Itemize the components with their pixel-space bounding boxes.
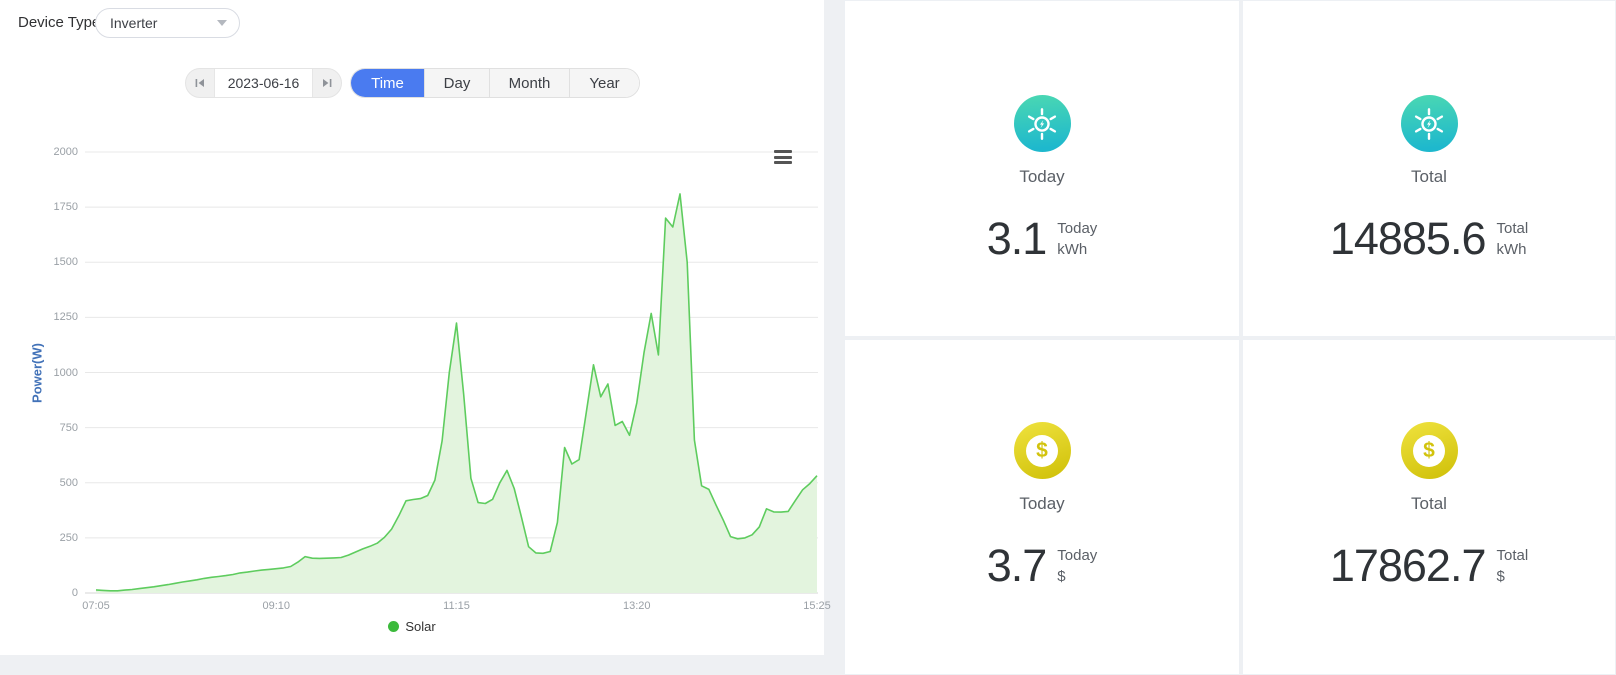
x-tick-label: 09:10 — [262, 600, 291, 612]
tab-year[interactable]: Year — [569, 69, 639, 97]
x-tick-label: 07:05 — [82, 600, 110, 612]
date-prev-button[interactable] — [186, 69, 214, 97]
dollar-symbol: $ — [1413, 434, 1445, 467]
stat-unit-period: Total — [1496, 219, 1529, 237]
stat-card-today-revenue: $ Today 3.7 Today $ — [844, 339, 1240, 675]
x-tick-label: 11:15 — [443, 600, 470, 612]
y-axis-title: Power(W) — [29, 343, 45, 403]
stat-value: 3.7 — [986, 540, 1048, 591]
date-navigator: 2023-06-16 — [185, 68, 342, 98]
power-chart-canvas — [85, 151, 818, 594]
area-line — [95, 193, 818, 592]
stat-card-total-revenue: $ Total 17862.7 Total $ — [1242, 339, 1616, 675]
area-fill — [96, 193, 817, 593]
stat-value: 3.1 — [986, 213, 1048, 264]
stat-unit-name: kWh — [1057, 240, 1088, 258]
x-tick-label: 13:20 — [622, 600, 651, 612]
y-tick-label: 1250 — [53, 311, 78, 324]
stat-card-label: Total — [1411, 494, 1447, 513]
dollar-icon: $ — [1400, 422, 1458, 479]
chevron-down-icon — [217, 20, 227, 26]
stat-card-label: Today — [1019, 167, 1065, 186]
device-type-label: Device Type — [18, 14, 101, 31]
date-display[interactable]: 2023-06-16 — [214, 69, 313, 97]
skip-back-icon — [195, 79, 204, 87]
dollar-icon: $ — [1013, 422, 1071, 479]
device-type-value: Inverter — [110, 15, 158, 31]
tab-month[interactable]: Month — [489, 69, 569, 97]
solar-energy-icon — [1400, 95, 1458, 152]
stat-unit: Today $ — [1057, 545, 1097, 587]
stat-card-label: Total — [1411, 167, 1447, 186]
stat-unit-name: $ — [1057, 567, 1066, 585]
dollar-symbol: $ — [1026, 434, 1058, 467]
legend-dot-icon — [388, 621, 400, 632]
stat-card-label: Today — [1019, 494, 1065, 513]
stat-value: 17862.7 — [1329, 540, 1487, 591]
tab-time[interactable]: Time — [351, 69, 424, 97]
stat-unit-period: Today — [1057, 546, 1098, 564]
stat-card-total-kwh: Total 14885.6 Total kWh — [1242, 0, 1616, 337]
y-tick-label: 0 — [71, 587, 78, 599]
stat-unit: Total $ — [1496, 545, 1528, 587]
legend-label: Solar — [405, 619, 436, 634]
stat-unit-name: kWh — [1496, 240, 1527, 258]
power-chart-card: Device Type Inverter 2023-06-16 Time — [0, 0, 831, 655]
skip-forward-icon — [323, 79, 332, 87]
y-tick-label: 500 — [59, 476, 78, 489]
stat-unit-name: $ — [1496, 567, 1505, 585]
power-chart-plot: 0 250 500 750 1000 1250 1500 1750 2000 07:05 09:10… — [0, 0, 831, 655]
stat-value: 14885.6 — [1329, 213, 1487, 264]
y-tick-label: 1750 — [53, 201, 78, 214]
interval-tabs: Time Day Month Year — [350, 68, 640, 98]
stat-unit-period: Today — [1057, 219, 1098, 237]
stat-unit: Total kWh — [1496, 218, 1528, 260]
solar-energy-icon — [1013, 95, 1071, 152]
x-tick-label: 15:25 — [803, 600, 831, 612]
legend-item-solar[interactable]: Solar — [388, 619, 436, 634]
stat-unit: Today kWh — [1057, 218, 1097, 260]
y-tick-label: 750 — [59, 421, 78, 434]
y-tick-label: 1500 — [53, 256, 78, 269]
device-type-select[interactable]: Inverter — [95, 8, 240, 38]
chart-menu-icon[interactable] — [774, 150, 792, 167]
chart-legend: Solar — [0, 619, 824, 634]
stat-unit-period: Total — [1496, 546, 1529, 564]
stat-card-today-kwh: Today 3.1 Today kWh — [844, 0, 1240, 337]
y-tick-label: 2000 — [53, 146, 78, 158]
tab-day[interactable]: Day — [424, 69, 489, 97]
date-next-button[interactable] — [313, 69, 341, 97]
y-tick-label: 250 — [59, 531, 78, 544]
